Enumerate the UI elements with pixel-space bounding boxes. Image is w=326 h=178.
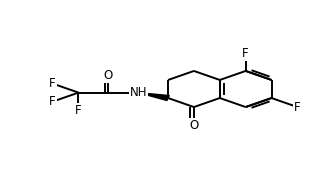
Polygon shape bbox=[138, 93, 169, 100]
Text: F: F bbox=[49, 95, 56, 108]
Text: F: F bbox=[49, 77, 56, 90]
Text: F: F bbox=[294, 101, 301, 114]
Text: NH: NH bbox=[129, 86, 147, 99]
Text: F: F bbox=[242, 47, 249, 60]
Text: O: O bbox=[104, 69, 113, 82]
Text: O: O bbox=[189, 119, 199, 132]
Text: F: F bbox=[75, 104, 82, 117]
